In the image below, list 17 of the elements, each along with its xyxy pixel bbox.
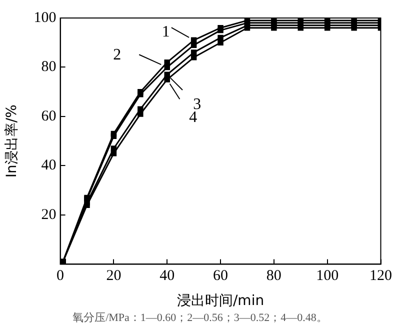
x-tick-label: 100	[316, 268, 339, 284]
y-axis-title: In浸出率/%	[4, 104, 20, 178]
x-tick-label: 20	[106, 268, 122, 284]
y-tick-label: 60	[41, 108, 56, 124]
x-axis-title: 浸出时间/min	[176, 293, 264, 310]
y-tick-label: 100	[34, 10, 56, 26]
y-tick-label: 40	[41, 158, 56, 174]
text: 氧分压/MPa：1—0.60；2—0.56；3—0.52；4—0.48。	[72, 311, 328, 325]
legend-label: 1	[162, 23, 170, 40]
legend-label: 2	[113, 46, 122, 64]
x-tick-label: 0	[56, 268, 64, 284]
x-tick-label: 60	[213, 268, 228, 284]
y-tick-label: 20	[41, 206, 56, 223]
x-tick-label: 80	[266, 268, 282, 284]
x-tick-label: 40	[160, 268, 175, 284]
x-tick-label: 120	[370, 268, 392, 284]
y-tick-label: 80	[41, 59, 56, 76]
